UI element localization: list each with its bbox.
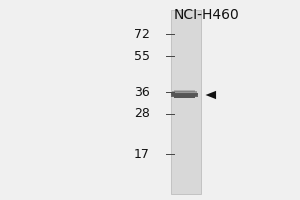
Bar (171, 93, 198, 97)
Bar (172, 91, 197, 94)
Bar (172, 94, 197, 96)
Bar (171, 10, 201, 194)
Text: 36: 36 (134, 86, 150, 98)
Text: 17: 17 (134, 148, 150, 160)
Text: 28: 28 (134, 107, 150, 120)
Text: 72: 72 (134, 27, 150, 40)
Text: 55: 55 (134, 49, 150, 62)
Bar (174, 90, 195, 92)
Text: NCI-H460: NCI-H460 (174, 8, 240, 22)
Bar (174, 95, 195, 98)
Bar (171, 93, 198, 95)
Polygon shape (206, 91, 216, 99)
